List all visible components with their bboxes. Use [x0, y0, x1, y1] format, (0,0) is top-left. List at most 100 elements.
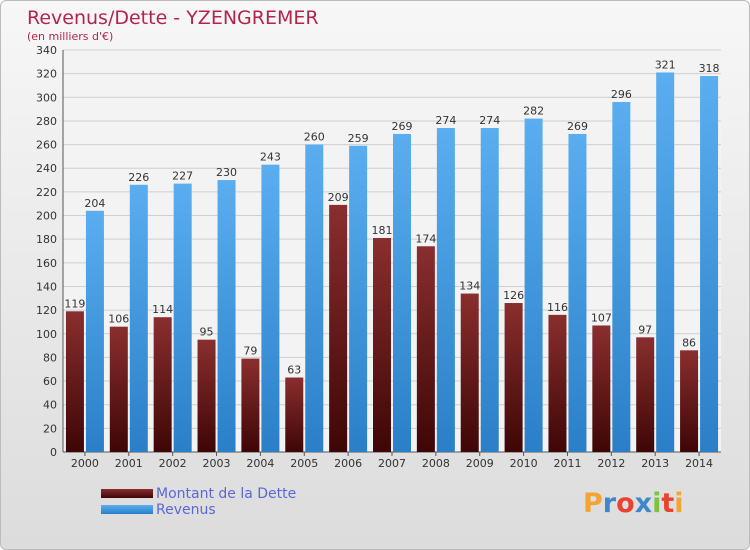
proxiti-logo: Proxiti	[583, 488, 684, 519]
x-tick-label: 2006	[334, 457, 362, 470]
data-label-dette: 86	[682, 336, 696, 349]
data-label-revenus: 282	[523, 105, 544, 118]
x-tick-label: 2013	[641, 457, 669, 470]
y-tick-label: 60	[43, 375, 57, 388]
legend-swatch-revenus	[101, 505, 153, 514]
bar-revenus	[480, 128, 499, 453]
y-tick-label: 240	[36, 162, 57, 175]
data-label-revenus: 259	[348, 132, 369, 145]
bar-revenus	[436, 128, 455, 453]
data-label-dette: 106	[108, 313, 129, 326]
chart-title: Revenus/Dette - YZENGREMER	[27, 7, 319, 29]
data-label-revenus: 230	[216, 166, 237, 179]
data-label-revenus: 318	[699, 62, 720, 75]
data-label-dette: 119	[64, 297, 85, 310]
data-label-dette: 95	[200, 326, 214, 339]
y-tick-label: 180	[36, 233, 57, 246]
bar-revenus	[700, 76, 719, 452]
logo-letter: o	[616, 488, 635, 519]
data-label-dette: 97	[638, 323, 652, 336]
logo-letter: i	[674, 488, 684, 519]
bar-dette	[548, 314, 567, 452]
data-label-revenus: 321	[655, 58, 676, 71]
bar-dette	[109, 326, 128, 452]
bar-revenus	[568, 133, 587, 452]
x-tick-label: 2010	[510, 457, 538, 470]
x-tick-label: 2004	[246, 457, 274, 470]
data-label-revenus: 226	[128, 171, 149, 184]
y-tick-label: 220	[36, 186, 57, 199]
bar-revenus	[612, 102, 631, 452]
bar-dette	[460, 293, 479, 452]
bar-dette	[241, 358, 260, 452]
y-tick-label: 80	[43, 351, 57, 364]
bar-dette	[197, 339, 216, 452]
y-tick-label: 120	[36, 304, 57, 317]
data-label-revenus: 204	[84, 197, 105, 210]
bar-revenus	[217, 180, 236, 452]
x-tick-label: 2011	[553, 457, 581, 470]
legend-label-dette: Montant de la Dette	[156, 486, 297, 502]
y-tick-label: 100	[36, 328, 57, 341]
data-label-revenus: 296	[611, 88, 632, 101]
bar-revenus	[656, 72, 675, 452]
bar-revenus	[173, 183, 192, 452]
logo-letter: t	[661, 488, 675, 519]
data-label-revenus: 260	[304, 131, 325, 144]
logo-letter: r	[602, 488, 617, 519]
y-tick-label: 160	[36, 257, 57, 270]
x-tick-label: 2002	[159, 457, 187, 470]
x-tick-label: 2005	[290, 457, 318, 470]
bar-dette	[329, 204, 348, 452]
x-tick-label: 2007	[378, 457, 406, 470]
x-tick-label: 2001	[115, 457, 143, 470]
data-label-revenus: 227	[172, 170, 193, 183]
x-tick-label: 2014	[685, 457, 713, 470]
plot-area	[63, 50, 721, 452]
legend-swatch-dette	[101, 489, 153, 498]
x-tick-label: 2012	[597, 457, 625, 470]
y-tick-label: 140	[36, 280, 57, 293]
data-label-dette: 209	[328, 191, 349, 204]
bar-dette	[592, 325, 611, 452]
data-label-dette: 181	[372, 224, 393, 237]
bar-dette	[636, 337, 655, 452]
bar-dette	[416, 246, 435, 452]
data-label-dette: 134	[459, 280, 480, 293]
y-tick-label: 300	[36, 91, 57, 104]
data-label-revenus: 269	[567, 120, 588, 133]
data-label-dette: 107	[591, 311, 612, 324]
x-tick-label: 2008	[422, 457, 450, 470]
bar-dette	[373, 237, 391, 452]
data-label-dette: 63	[287, 364, 301, 377]
data-label-dette: 126	[503, 289, 524, 302]
y-tick-label: 340	[36, 44, 57, 57]
x-tick-label: 2009	[466, 457, 494, 470]
y-tick-label: 40	[43, 399, 57, 412]
data-label-dette: 114	[152, 303, 173, 316]
bar-revenus	[393, 133, 411, 452]
data-label-revenus: 243	[260, 151, 281, 164]
logo-letter: i	[652, 488, 662, 519]
data-label-revenus: 274	[435, 114, 456, 127]
data-label-dette: 79	[243, 345, 257, 358]
data-label-dette: 116	[547, 301, 568, 314]
x-tick-label: 2003	[203, 457, 231, 470]
bar-dette	[285, 377, 304, 452]
data-label-revenus: 274	[479, 114, 500, 127]
bar-revenus	[305, 144, 324, 452]
y-tick-label: 320	[36, 68, 57, 81]
bar-dette	[153, 317, 172, 452]
bar-dette	[680, 350, 699, 452]
y-tick-label: 260	[36, 139, 57, 152]
y-tick-label: 20	[43, 422, 57, 435]
bar-revenus	[129, 184, 148, 452]
data-label-revenus: 269	[392, 120, 413, 133]
legend-label-revenus: Revenus	[156, 502, 216, 518]
bar-revenus	[85, 210, 104, 452]
bar-dette	[65, 311, 84, 452]
y-tick-label: 0	[50, 446, 57, 459]
x-tick-label: 2000	[71, 457, 99, 470]
